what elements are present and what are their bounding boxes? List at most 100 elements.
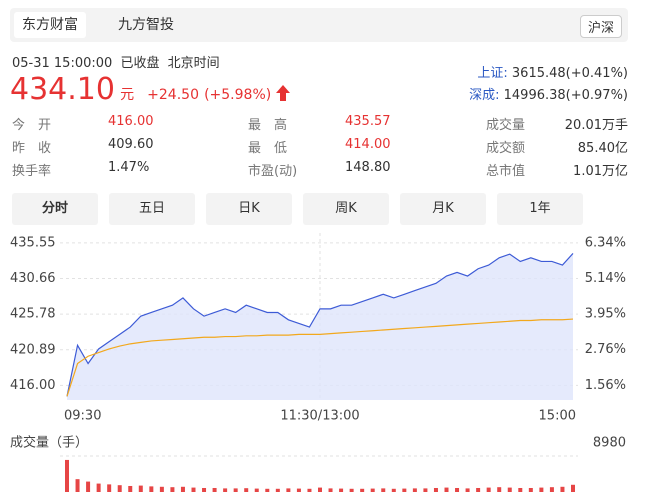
stat-label: 成交量	[486, 118, 526, 133]
volume-bar	[286, 488, 291, 492]
volume-bar	[412, 488, 417, 492]
market-button[interactable]: 沪深	[579, 15, 622, 38]
y2-tick-label: 1.56%	[585, 378, 626, 393]
stat-value: 416.00	[108, 114, 154, 129]
y2-tick-label: 6.34%	[585, 235, 626, 250]
volume-bar	[539, 487, 544, 492]
stat-value: 1.47%	[108, 160, 150, 175]
stat-label: 今开	[12, 118, 65, 133]
volume-bar	[381, 488, 386, 492]
volume-bar	[170, 487, 175, 492]
tab[interactable]: 东方财富	[14, 12, 86, 38]
stat-label: 市盈(动)	[248, 164, 298, 179]
volume-bar	[86, 481, 91, 492]
volume-bar	[212, 487, 217, 492]
y-tick-label: 420.89	[10, 342, 56, 357]
stat-value: 148.80	[345, 160, 391, 175]
volume-bar	[265, 488, 270, 492]
change: +24.50	[147, 87, 199, 103]
volume-bar	[455, 487, 460, 492]
period-button[interactable]: 1年	[497, 193, 583, 225]
index-name: 深成:	[469, 88, 500, 103]
period-button[interactable]: 月K	[400, 193, 486, 225]
x-tick-label: 11:30/13:00	[280, 409, 359, 424]
volume-bar	[423, 488, 428, 492]
status: 已收盘	[120, 56, 160, 71]
stat-value: 435.57	[345, 114, 391, 129]
volume-bar	[360, 488, 365, 492]
volume-bar	[307, 488, 312, 492]
volume-bar	[107, 484, 112, 492]
volume-bar	[507, 487, 512, 492]
volume-bar	[296, 488, 301, 492]
y2-tick-label: 3.95%	[585, 307, 626, 322]
index-name: 上证:	[477, 66, 508, 81]
volume-bar	[433, 487, 438, 492]
y-tick-label: 425.78	[10, 307, 56, 322]
volume-bar	[549, 487, 554, 492]
volume-bar	[318, 487, 322, 492]
volume-bar	[339, 488, 344, 492]
stat-label: 最低	[248, 141, 301, 156]
header: 05-31 15:00:00 已收盘 北京时间	[12, 52, 220, 71]
volume-bar	[254, 488, 259, 492]
volume-bar	[402, 488, 407, 492]
index-value: 3615.48(+0.41%)	[511, 66, 628, 81]
price: 434.10	[10, 72, 115, 107]
volume-bar	[444, 487, 449, 492]
volume-bar	[159, 486, 164, 492]
y-tick-label: 435.55	[10, 235, 56, 250]
stat-label: 总市值	[486, 164, 526, 179]
volume-bar	[149, 486, 154, 492]
tab[interactable]: 九方智投	[118, 17, 174, 33]
stat-label: 最高	[248, 118, 301, 133]
x-tick-label: 15:00	[539, 409, 576, 424]
indices: 上证: 3615.48(+0.41%) 深成: 14996.38(+0.97%)	[469, 63, 628, 107]
period-button[interactable]: 分时	[12, 193, 98, 225]
volume-bar	[528, 487, 533, 492]
period-button[interactable]: 日K	[206, 193, 292, 225]
volume-tick-label: 8980	[593, 436, 626, 451]
up-arrow	[276, 85, 291, 101]
volume-bar	[465, 488, 470, 492]
stat-label: 昨收	[12, 141, 65, 156]
index: 深成: 14996.38(+0.97%)	[469, 85, 628, 107]
volume-bar	[75, 479, 80, 492]
volume-bar	[96, 483, 101, 492]
average-line	[66, 318, 574, 397]
timezone: 北京时间	[167, 56, 220, 71]
change-pct: (+5.98%)	[204, 87, 272, 103]
y2-tick-label: 5.14%	[585, 271, 626, 286]
quote: 434.10 元 +24.50 (+5.98%)	[10, 72, 291, 107]
volume-title: 成交量（手）	[10, 435, 88, 451]
volume-bar	[233, 488, 238, 492]
period-button[interactable]: 周K	[303, 193, 389, 225]
volume-bar	[191, 487, 196, 492]
price-area	[67, 253, 573, 400]
stat-value: 409.60	[108, 137, 154, 152]
price-line	[66, 253, 574, 397]
stat-label: 成交额	[486, 141, 526, 156]
volume-bar	[571, 484, 575, 492]
stat-value: 414.00	[345, 137, 391, 152]
volume-bar	[202, 487, 207, 492]
index: 上证: 3615.48(+0.41%)	[469, 63, 628, 85]
tab-bar: 东方财富 九方智投 沪深	[10, 8, 628, 42]
volume-bar	[223, 488, 228, 492]
stat-label: 换手率	[12, 164, 52, 179]
y-tick-label: 430.66	[10, 271, 56, 286]
stat-value: 20.01万手	[564, 118, 628, 133]
volume-bar	[128, 485, 133, 492]
stat-value: 85.40亿	[577, 141, 628, 156]
volume-bar	[391, 488, 396, 492]
volume-bar	[560, 486, 565, 492]
period-button[interactable]: 五日	[109, 193, 195, 225]
volume-bar	[476, 487, 481, 492]
index-value: 14996.38(+0.97%)	[503, 88, 628, 103]
volume-bar	[486, 487, 491, 492]
y-tick-label: 416.00	[10, 378, 56, 393]
volume-bar	[328, 488, 333, 492]
volume-bar	[244, 488, 249, 492]
